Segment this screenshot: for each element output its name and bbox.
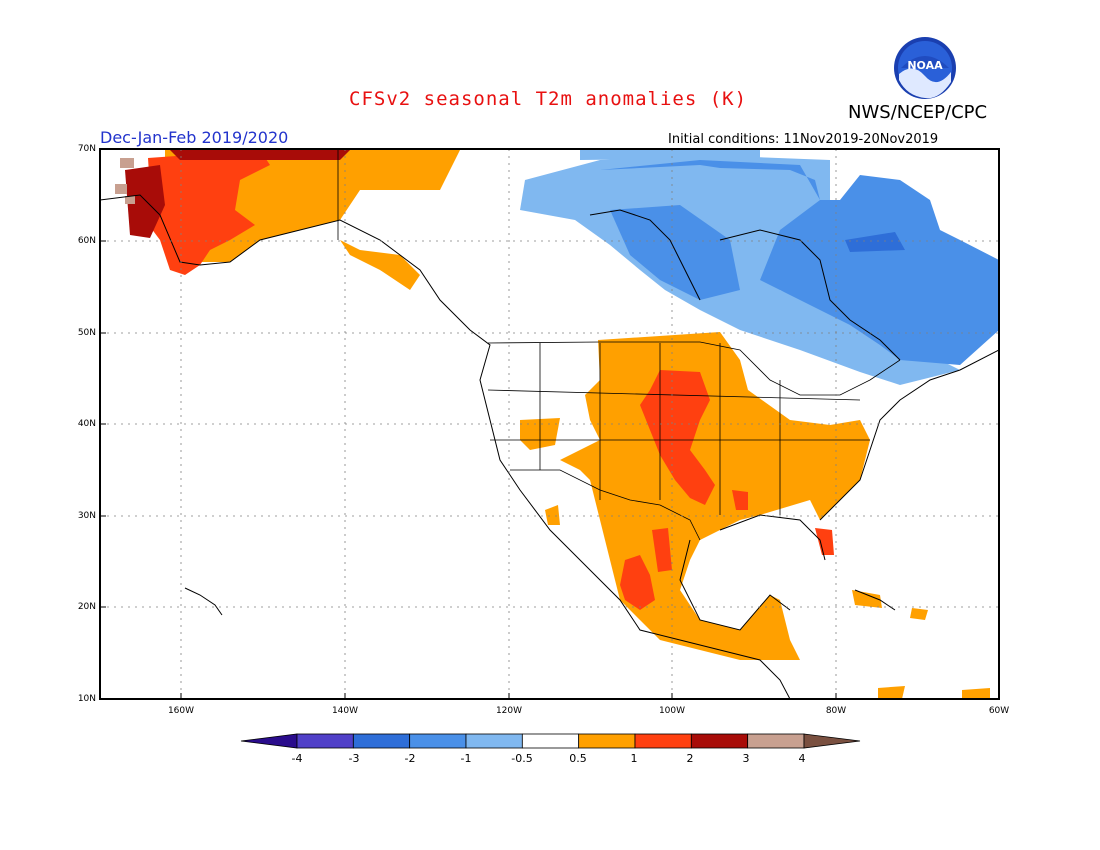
- caribbean-warm: [852, 590, 990, 699]
- coastlines: [100, 194, 999, 699]
- lat-label: 40N: [77, 419, 96, 429]
- lon-label: 80W: [825, 706, 847, 716]
- noaa-logo: NOAA: [893, 36, 957, 100]
- lat-label: 10N: [77, 694, 96, 704]
- colorbar-swatch: [747, 733, 805, 749]
- lat-label: 20N: [77, 602, 96, 612]
- conus-warm-medium: [620, 370, 834, 610]
- colorbar-label: -2: [404, 752, 416, 765]
- colorbar-swatch: [409, 733, 467, 749]
- map-title: CFSv2 seasonal T2m anomalies (K): [349, 88, 748, 110]
- colorbar-label: -1: [460, 752, 472, 765]
- lon-label: 140W: [331, 706, 359, 716]
- cold-anomaly-strong: [845, 232, 905, 252]
- borders: [337, 150, 901, 541]
- season-label: Dec-Jan-Feb 2019/2020: [100, 128, 289, 147]
- colorbar-swatch: [296, 733, 354, 749]
- colorbar-label: 3: [742, 752, 750, 765]
- colorbar-swatch: [578, 733, 636, 749]
- colorbar-arrow-high: [803, 733, 861, 749]
- colorbar-swatch: [352, 733, 411, 749]
- alaska-warm-medium: [145, 150, 270, 275]
- tick-marks: [100, 240, 837, 699]
- alaska-warm-extreme: [115, 158, 135, 204]
- colorbar-label: 0.5: [569, 752, 587, 765]
- alaska-warm-strong: [125, 150, 350, 238]
- colorbar-swatch: [521, 733, 580, 749]
- colorbar-label: 2: [686, 752, 694, 765]
- lon-label: 160W: [167, 706, 195, 716]
- initial-conditions-label: Initial conditions: 11Nov2019-20Nov2019: [668, 132, 939, 147]
- colorbar-label: -3: [348, 752, 360, 765]
- colorbar-swatch: [690, 733, 749, 749]
- graticule: [100, 149, 999, 699]
- lon-label: 60W: [988, 706, 1010, 716]
- colorbar-label: 4: [798, 752, 806, 765]
- colorbar-arrow-low: [240, 733, 298, 749]
- noaa-logo-text: NOAA: [907, 59, 943, 72]
- lon-label: 100W: [658, 706, 686, 716]
- lon-label: 120W: [495, 706, 523, 716]
- colorbar-label: 1: [630, 752, 638, 765]
- cold-anomaly-core: [600, 160, 999, 365]
- org-label: NWS/NCEP/CPC: [848, 102, 988, 123]
- lat-label: 50N: [77, 328, 96, 338]
- lat-label: 30N: [77, 511, 96, 521]
- colorbar-label: -0.5: [511, 752, 533, 765]
- lat-label: 70N: [77, 144, 96, 154]
- colorbar-swatch: [634, 733, 692, 749]
- colorbar-label: -4: [291, 752, 303, 765]
- colorbar-swatch: [465, 733, 523, 749]
- lat-label: 60N: [77, 236, 96, 246]
